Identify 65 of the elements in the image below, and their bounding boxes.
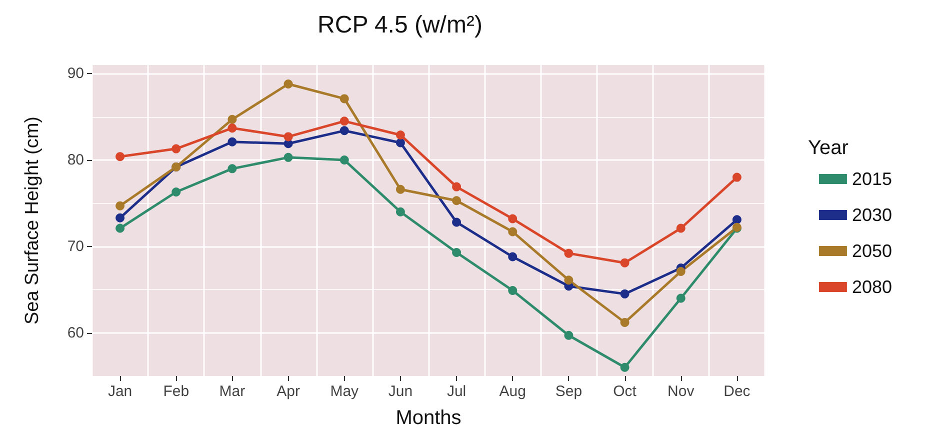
point (676, 294, 686, 303)
point (340, 126, 349, 136)
point (564, 330, 574, 340)
legend-title: Year (808, 137, 849, 159)
point (172, 144, 181, 154)
point (116, 213, 125, 222)
point (452, 218, 462, 227)
point (340, 94, 349, 104)
x-tick-label: Jul (446, 383, 466, 400)
x-tick-label: Sep (555, 383, 582, 400)
x-tick-label: Aug (499, 383, 526, 400)
point (508, 252, 518, 262)
point (396, 184, 405, 194)
point (620, 362, 630, 372)
point (340, 156, 349, 165)
point (564, 248, 574, 258)
x-tick-label: Mar (219, 383, 246, 400)
legend-label: 2080 (852, 277, 892, 297)
y-tick-label: 60 (67, 324, 84, 342)
point (452, 196, 462, 206)
x-axis-title: Months (396, 407, 462, 429)
point (340, 116, 349, 126)
legend-label: 2030 (852, 205, 892, 225)
point (452, 248, 462, 257)
point (676, 266, 686, 276)
x-tick-label: Jan (108, 383, 132, 400)
point (508, 214, 518, 224)
point (116, 224, 125, 233)
point (228, 124, 237, 133)
legend-label: 2015 (852, 169, 892, 189)
x-tick-label: Apr (276, 383, 300, 400)
y-tick-label: 80 (67, 152, 84, 169)
point (508, 227, 518, 236)
point (676, 224, 686, 233)
point (228, 164, 237, 174)
point (620, 318, 630, 327)
point (228, 137, 237, 146)
point (452, 182, 462, 192)
point (284, 152, 293, 162)
point (396, 138, 405, 148)
x-tick-label: Feb (163, 383, 190, 400)
x-tick-label: Nov (668, 383, 695, 400)
point (172, 187, 181, 196)
point (396, 130, 405, 140)
point (228, 114, 237, 124)
point (564, 276, 574, 285)
x-tick-label: Dec (724, 383, 751, 400)
point (620, 258, 630, 268)
point (732, 215, 742, 224)
point (620, 289, 630, 298)
x-tick-label: May (330, 383, 360, 400)
x-tick-label: Oct (613, 383, 638, 400)
point (508, 286, 518, 295)
point (116, 152, 125, 162)
point (284, 80, 293, 89)
point (396, 207, 405, 216)
y-tick-label: 70 (67, 238, 84, 255)
point (732, 172, 742, 182)
point (284, 132, 293, 142)
point (116, 201, 125, 210)
y-axis-title: Sea Surface Height (cm) (22, 116, 43, 325)
chart-title: RCP 4.5 (w/m²) (318, 12, 482, 38)
x-tick-label: Jun (388, 383, 413, 400)
legend-label: 2050 (852, 241, 892, 261)
y-tick-label: 90 (67, 65, 84, 82)
